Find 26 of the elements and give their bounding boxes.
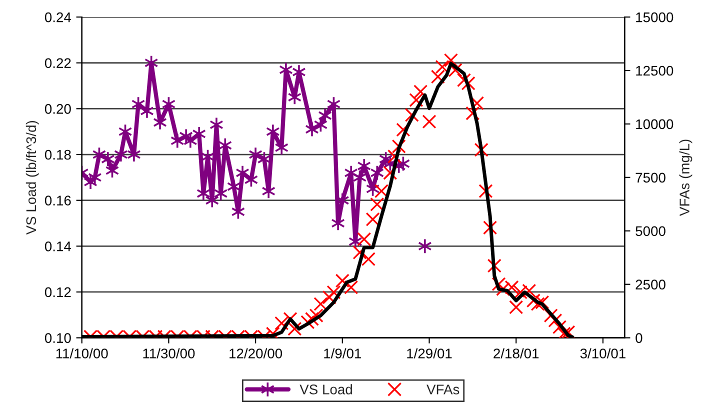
y2-tick-label: 12500 <box>636 66 674 76</box>
y2-tick-label: 2500 <box>636 280 666 290</box>
y2-tick-label: 5000 <box>636 226 666 236</box>
x-tick-label: 1/9/01 <box>324 348 362 358</box>
y-tick-label: 0.10 <box>44 333 71 343</box>
y2-tick-label: 10000 <box>636 119 674 130</box>
y2-axis-title: VFAs (mg/L) <box>679 140 692 216</box>
x-tick-label: 11/30/00 <box>143 348 195 358</box>
y2-tick-label: 7500 <box>636 172 666 183</box>
x-tick-label: 11/10/00 <box>56 348 108 358</box>
y-tick-label: 0.20 <box>44 104 71 114</box>
y-tick-label: 0.14 <box>44 241 72 252</box>
y-tick-label: 0.18 <box>44 150 71 160</box>
x-tick-label: 12/20/00 <box>230 348 282 358</box>
y-tick-label: 0.22 <box>44 58 71 68</box>
y-axis-title: VS Load (lb/ft^3/d) <box>26 120 39 235</box>
y-tick-label: 0.24 <box>44 12 72 22</box>
legend-label: VS Load <box>300 384 352 394</box>
y-tick-label: 0.12 <box>44 287 71 298</box>
x-tick-label: 2/18/01 <box>494 348 539 358</box>
y2-tick-label: 15000 <box>636 12 674 22</box>
x-tick-label: 1/29/01 <box>407 348 452 358</box>
x-tick-label: 3/10/01 <box>580 348 626 358</box>
y-tick-label: 0.16 <box>44 196 71 206</box>
y2-tick-label: 0 <box>636 333 642 343</box>
legend-label: VFAs <box>426 384 460 394</box>
